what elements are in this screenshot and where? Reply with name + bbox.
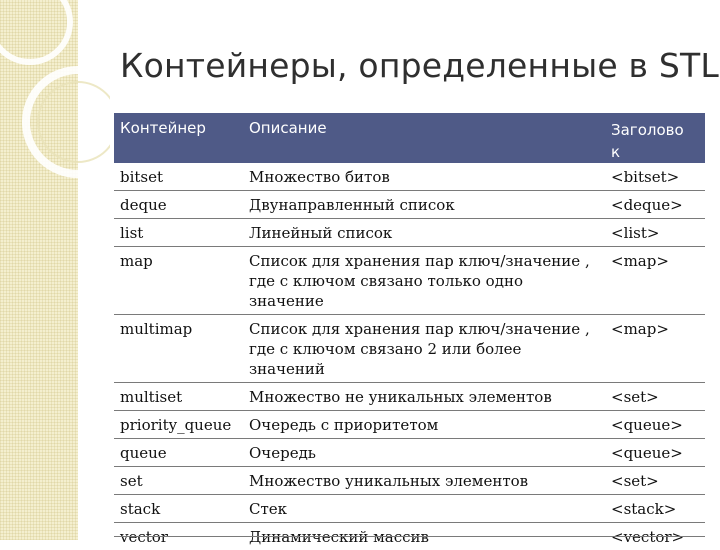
cell-container: set xyxy=(114,467,243,495)
cell-container: stack xyxy=(114,495,243,523)
cell-description: Список для хранения пар ключ/значение , … xyxy=(243,315,605,383)
cell-description: Стек xyxy=(243,495,605,523)
cell-container: priority_queue xyxy=(114,411,243,439)
cell-header-file: <map> xyxy=(605,315,705,383)
cell-header-file: <bitset> xyxy=(605,163,705,191)
cell-container: multimap xyxy=(114,315,243,383)
cell-header-file: <map> xyxy=(605,247,705,315)
cell-container: multiset xyxy=(114,383,243,411)
decorative-circles xyxy=(0,0,110,200)
cell-description: Линейный список xyxy=(243,219,605,247)
cell-description: Двунаправленный список xyxy=(243,191,605,219)
table-bottom-border xyxy=(114,536,705,537)
cell-header-file: <deque> xyxy=(605,191,705,219)
cell-description: Очередь с приоритетом xyxy=(243,411,605,439)
cell-header-file: <queue> xyxy=(605,439,705,467)
cell-description: Множество битов xyxy=(243,163,605,191)
cell-container: list xyxy=(114,219,243,247)
header-container: Контейнер xyxy=(114,113,243,163)
cell-container: bitset xyxy=(114,163,243,191)
cell-description: Множество уникальных элементов xyxy=(243,467,605,495)
cell-header-file: <set> xyxy=(605,383,705,411)
slide-title: Контейнеры, определенные в STL xyxy=(120,46,719,85)
cell-header-file: <list> xyxy=(605,219,705,247)
cell-container: queue xyxy=(114,439,243,467)
cell-header-file: <queue> xyxy=(605,411,705,439)
cell-description: Список для хранения пар ключ/значение , … xyxy=(243,247,605,315)
cell-header-file: <stack> xyxy=(605,495,705,523)
cell-description: Множество не уникальных элементов xyxy=(243,383,605,411)
cell-container: deque xyxy=(114,191,243,219)
cell-header-file: <set> xyxy=(605,467,705,495)
header-description: Описание xyxy=(243,113,605,163)
cell-container: map xyxy=(114,247,243,315)
cell-description: Очередь xyxy=(243,439,605,467)
